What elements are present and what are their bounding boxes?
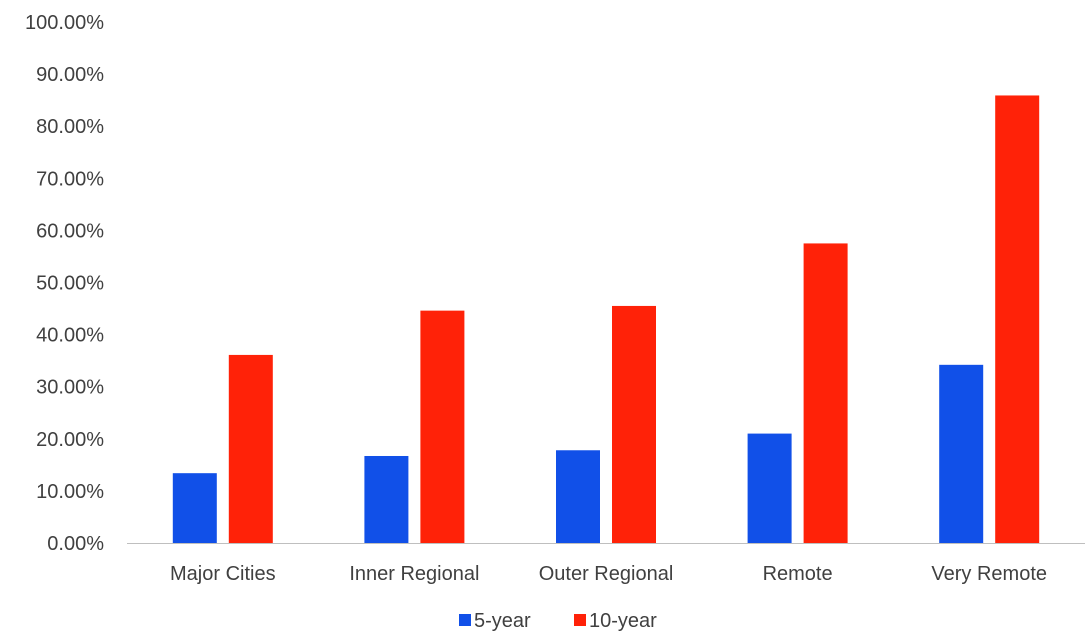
bar-10-year-remote (803, 243, 848, 544)
y-tick-label: 0.00% (47, 533, 104, 555)
legend-label: 5-year (474, 610, 531, 632)
y-tick-label: 10.00% (36, 481, 104, 503)
legend-swatch (459, 614, 471, 626)
bar-10-year-very-remote (995, 95, 1040, 543)
legend-label: 10-year (589, 610, 657, 632)
bar-10-year-inner-regional (420, 310, 465, 543)
bar-10-year-outer-regional (612, 305, 656, 543)
x-category-label: Outer Regional (539, 563, 674, 585)
x-category-label: Remote (763, 563, 833, 585)
y-tick-label: 90.00% (36, 64, 104, 86)
bar-10-year-major-cities (228, 354, 273, 543)
bars (172, 95, 1040, 544)
y-tick-label: 40.00% (36, 325, 104, 347)
y-tick-label: 100.00% (25, 12, 104, 34)
y-tick-label: 70.00% (36, 168, 104, 190)
x-category-label: Major Cities (170, 563, 276, 585)
y-tick-label: 60.00% (36, 220, 104, 242)
x-category-label: Very Remote (931, 563, 1047, 585)
x-axis-labels: Major Cities Inner Regional Outer Regional… (170, 563, 1047, 585)
y-tick-label: 20.00% (36, 429, 104, 451)
x-category-label: Inner Regional (349, 563, 479, 585)
y-tick-label: 80.00% (36, 116, 104, 138)
bar-5-year-outer-regional (556, 450, 600, 543)
y-axis-ticks: 0.00% 10.00% 20.00% 30.00% 40.00% 50.00% 60.00… (25, 12, 104, 555)
y-tick-label: 50.00% (36, 273, 104, 295)
bar-5-year-inner-regional (364, 455, 409, 543)
bar-5-year-remote (747, 433, 792, 543)
bar-5-year-very-remote (939, 364, 984, 543)
bar-5-year-major-cities (172, 473, 217, 543)
legend-swatch (574, 614, 586, 626)
legend: 5-year 10-year (459, 610, 657, 632)
y-tick-label: 30.00% (36, 377, 104, 399)
